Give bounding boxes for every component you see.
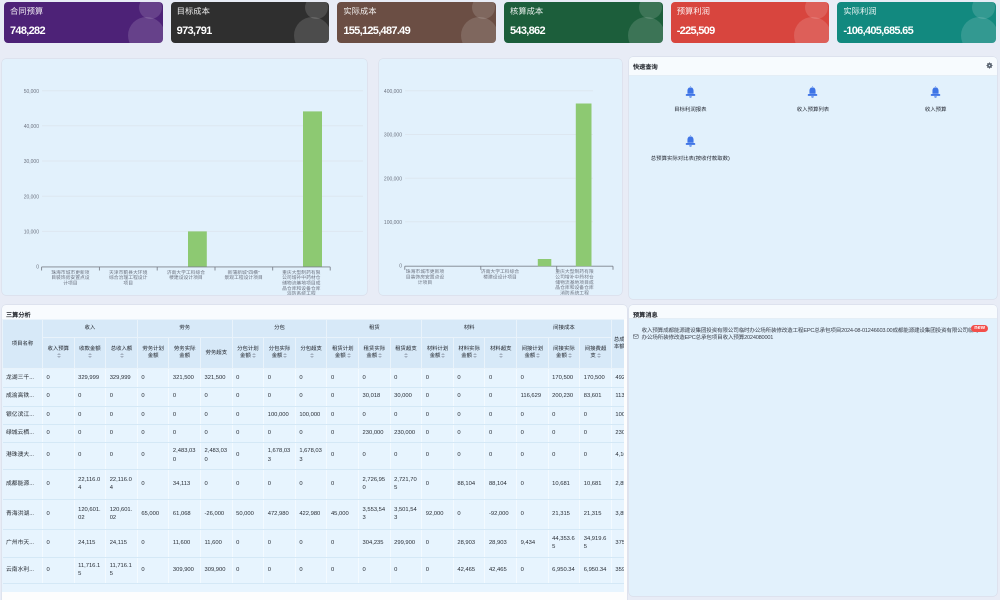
svg-text:综合治理工程设计: 综合治理工程设计 [109, 274, 148, 281]
svg-text:300,000: 300,000 [384, 133, 402, 139]
svg-text:50,000: 50,000 [24, 89, 40, 95]
svg-text:公司增补中药材仓: 公司增补中药材仓 [555, 274, 594, 281]
svg-text:楼建设设计项目: 楼建设设计项目 [169, 274, 203, 281]
svg-text:重庆大型制药有限: 重庆大型制药有限 [555, 268, 594, 275]
svg-text:400,000: 400,000 [384, 89, 402, 95]
svg-text:0: 0 [36, 265, 39, 271]
svg-text:济南大学工科综合: 济南大学工科综合 [481, 268, 520, 275]
svg-text:消防系统工程: 消防系统工程 [560, 289, 589, 295]
svg-text:0: 0 [399, 264, 402, 270]
svg-text:计项目: 计项目 [63, 281, 77, 287]
svg-text:天津市蓟县大环境: 天津市蓟县大环境 [109, 269, 148, 276]
svg-text:10,000: 10,000 [24, 230, 40, 236]
svg-text:40,000: 40,000 [24, 124, 40, 130]
svg-text:储物流基地项目成: 储物流基地项目成 [555, 279, 594, 286]
svg-text:景观工程设计项目: 景观工程设计项目 [224, 275, 262, 281]
svg-text:消防系统工程: 消防系统工程 [287, 290, 316, 295]
svg-text:20,000: 20,000 [24, 194, 40, 200]
svg-text:100,000: 100,000 [384, 220, 402, 226]
svg-text:珠海市城市更新项: 珠海市城市更新项 [406, 268, 445, 275]
svg-text:重庆大型制药有限: 重庆大型制药有限 [282, 269, 321, 276]
svg-text:品仓库和设备仓库: 品仓库和设备仓库 [555, 284, 594, 291]
svg-text:目装饰房安置点设: 目装饰房安置点设 [406, 274, 445, 281]
svg-text:200,000: 200,000 [384, 176, 402, 182]
svg-text:新蒲新城“四横”: 新蒲新城“四横” [228, 269, 260, 276]
svg-text:目装饰房安置点设: 目装饰房安置点设 [51, 274, 90, 281]
svg-text:公司增补中药材仓: 公司增补中药材仓 [282, 274, 321, 281]
svg-text:珠海市城市更新项: 珠海市城市更新项 [51, 269, 90, 276]
svg-text:项目: 项目 [123, 281, 133, 287]
svg-text:楼建设设计项目: 楼建设设计项目 [483, 274, 517, 281]
svg-text:计项目: 计项目 [418, 280, 432, 286]
svg-text:济南大学工科综合: 济南大学工科综合 [167, 269, 206, 276]
svg-text:品仓库和设备仓库: 品仓库和设备仓库 [282, 285, 321, 292]
svg-text:30,000: 30,000 [24, 159, 40, 165]
svg-text:储物流基地项目成: 储物流基地项目成 [282, 280, 321, 287]
